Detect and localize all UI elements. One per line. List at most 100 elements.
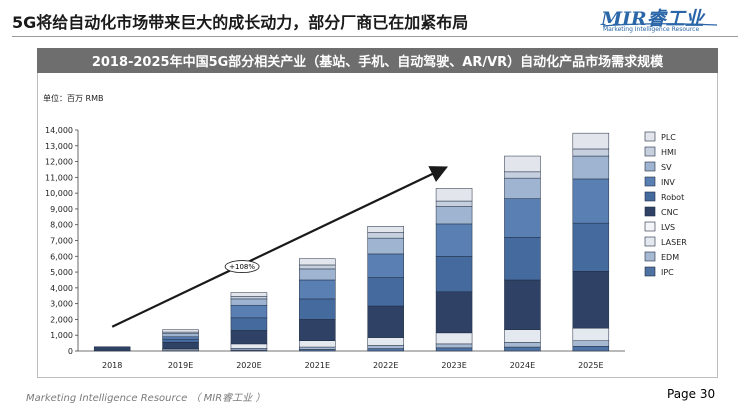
bar-segment-inv: [230, 304, 268, 319]
bar-segment-laser: [504, 329, 541, 343]
bar-segment-robot: [299, 298, 336, 320]
legend-label-laser: LASER: [661, 238, 687, 247]
bar-segment-sv: [299, 268, 336, 281]
annotation-label: +108%: [229, 263, 255, 271]
chart-frame: 单位：百万 RMB 0 1,000 2,000 3,000 4,000 5,000 6,00…: [37, 73, 718, 378]
legend-label-edm: EDM: [661, 253, 679, 262]
y-tick-label: 8,000: [50, 221, 73, 230]
bar-segment-laser: [230, 343, 268, 349]
bar-segment-edm: [572, 340, 610, 347]
bar-segment-edm: [504, 342, 541, 348]
y-tick-label: 0: [68, 347, 73, 356]
legend-label-robot: Robot: [661, 193, 684, 202]
bar-segment-laser: [299, 340, 336, 348]
legend-label-cnc: CNC: [661, 208, 679, 217]
footer-source: Marketing Intelligence Resource （ MIR睿工业…: [26, 393, 266, 404]
unit-label: 单位：百万 RMB: [43, 93, 104, 103]
bar-segment-ipc: [367, 348, 404, 352]
y-tick-label: 9,000: [50, 205, 73, 214]
bar-segment-inv: [162, 336, 199, 340]
bar-segment-cnc: [162, 342, 199, 349]
bar-segment-cnc: [93, 346, 131, 352]
x-tick-label: 2024E: [510, 361, 535, 370]
legend-swatch-edm: [644, 251, 656, 262]
bar-segment-ipc: [572, 346, 610, 352]
x-tick-label: 2020E: [236, 361, 261, 370]
bar-segment-hmi: [299, 264, 336, 270]
bar-segment-hmi: [504, 171, 541, 179]
bar-segment-sv: [435, 206, 473, 225]
bar-segment-cnc: [367, 305, 404, 338]
bar-segment-sv: [367, 237, 404, 255]
x-tick-label: 2021E: [305, 361, 330, 370]
legend-swatch-sv: [644, 161, 656, 172]
bar-segment-sv: [162, 333, 199, 338]
bar-segment-cnc: [504, 279, 541, 330]
slide-title: 5G将给自动化市场带来巨大的成长动力，部分厂商已在加紧布局: [12, 13, 469, 32]
y-tick-label: 10,000: [45, 189, 73, 198]
title-divider: [12, 36, 738, 37]
bar-segment-inv: [367, 253, 404, 278]
legend-swatch-robot: [644, 191, 656, 202]
bar-segment-robot: [367, 277, 404, 307]
legend-swatch-cnc: [644, 206, 656, 217]
legend-label-lvs: LVS: [661, 223, 675, 232]
logo-swoosh-icon: [602, 23, 718, 27]
legend-label-hmi: HMI: [661, 148, 676, 157]
x-tick-label: 2022E: [373, 361, 398, 370]
bar-segment-plc: [367, 226, 404, 233]
bar-segment-cnc: [572, 271, 610, 329]
bar-segment-robot: [504, 237, 541, 281]
annotation-bubble: [224, 260, 260, 273]
y-tick-label: 6,000: [50, 252, 73, 261]
bar-segment-robot: [162, 338, 199, 343]
bar-segment-plc: [572, 132, 610, 150]
legend-label-ipc: IPC: [661, 268, 674, 277]
trend-arrow: [111, 166, 449, 328]
legend-swatch-hmi: [644, 146, 656, 157]
bar-segment-plc: [504, 155, 541, 173]
bar-segment-hmi: [572, 148, 610, 157]
page-number: Page 30: [667, 387, 716, 401]
bar-segment-laser: [367, 337, 404, 346]
bar-segment-plc: [162, 329, 199, 333]
bar-segment-hmi: [230, 296, 268, 300]
bar-segment-cnc: [435, 291, 473, 334]
bar-segment-cnc: [299, 319, 336, 341]
legend-label-inv: INV: [661, 178, 675, 187]
y-tick-label: 4,000: [50, 284, 73, 293]
bar-segment-inv: [435, 223, 473, 257]
logo-subtext: Marketing Intelligence Resource: [603, 26, 700, 33]
bar-segment-edm: [435, 343, 473, 349]
y-tick-label: 2,000: [50, 315, 73, 324]
bar-segment-sv: [504, 177, 541, 199]
y-tick-label: 1,000: [50, 331, 73, 340]
bar-segment-laser: [435, 332, 473, 345]
bar-segment-sv: [572, 155, 610, 180]
x-tick-label: 2019E: [168, 361, 193, 370]
bar-segment-ipc: [504, 346, 541, 352]
bar-segment-laser: [572, 327, 610, 341]
legend-swatch-lvs: [644, 221, 656, 232]
bar-segment-hmi: [435, 200, 473, 207]
bar-segment-inv: [504, 198, 541, 238]
y-tick-label: 7,000: [50, 237, 73, 246]
x-tick-label: 2023E: [441, 361, 466, 370]
y-tick-label: 3,000: [50, 300, 73, 309]
bar-segment-plc: [435, 188, 473, 202]
bar-segment-edm: [299, 346, 336, 350]
bar-segment-inv: [572, 178, 610, 224]
bar-segment-robot: [572, 222, 610, 272]
bar-segment-inv: [299, 279, 336, 300]
bar-segment-robot: [435, 256, 473, 293]
y-tick-label: 5,000: [50, 268, 73, 277]
bar-segment-ipc: [435, 347, 473, 352]
x-tick-label: 2025E: [578, 361, 603, 370]
bar-segment-plc: [230, 292, 268, 297]
bar-segment-cnc: [230, 330, 268, 345]
stacked-bar-chart: 单位：百万 RMB 0 1,000 2,000 3,000 4,000 5,000 6,00…: [43, 93, 687, 370]
y-tick-label: 13,000: [45, 142, 73, 151]
y-tick-label: 14,000: [45, 126, 73, 135]
legend-label-sv: SV: [661, 163, 672, 172]
legend-swatch-laser: [644, 236, 656, 247]
